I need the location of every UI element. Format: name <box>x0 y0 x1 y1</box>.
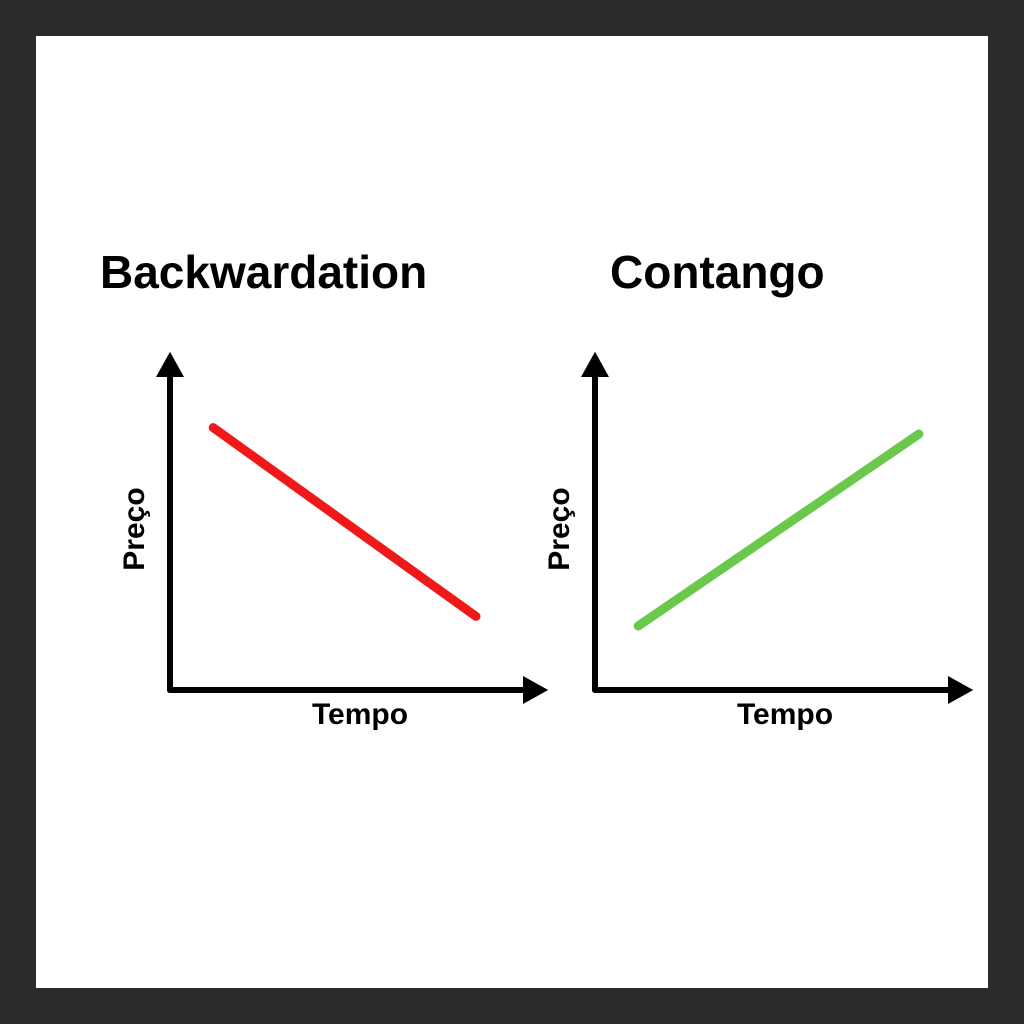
y-axis-label-left: Preço <box>118 469 152 589</box>
inner-canvas: Backwardation Preço Tempo Contango Preço… <box>36 36 988 988</box>
y-axis-label-right: Preço <box>543 469 577 589</box>
chart-backwardation <box>150 350 550 710</box>
x-axis-label-right: Tempo <box>705 698 865 732</box>
outer-frame: Backwardation Preço Tempo Contango Preço… <box>0 0 1024 1024</box>
x-axis-label-left: Tempo <box>280 698 440 732</box>
chart-title-backwardation: Backwardation <box>100 245 427 299</box>
chart-contango <box>575 350 975 710</box>
chart-title-contango: Contango <box>610 245 825 299</box>
